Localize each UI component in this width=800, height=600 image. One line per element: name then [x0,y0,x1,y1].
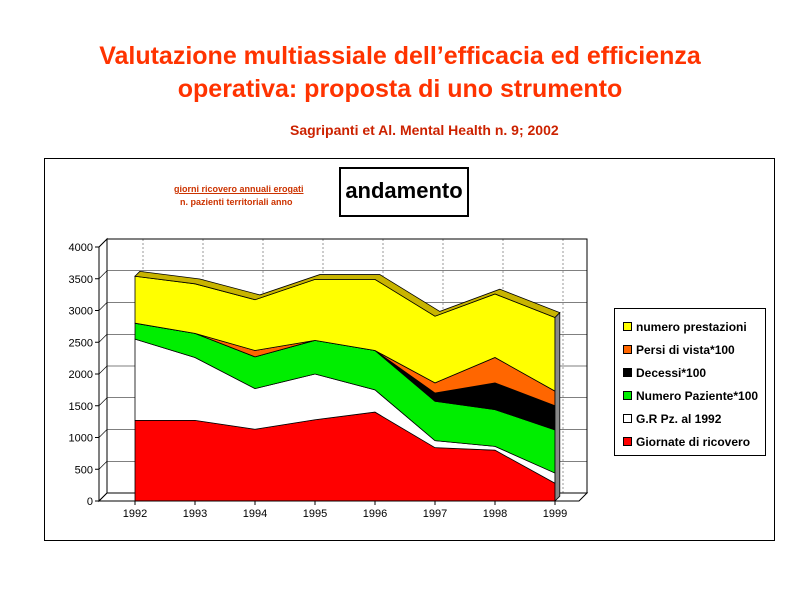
legend-swatch [623,345,632,354]
gridline-side [98,397,108,406]
gridline-side [98,238,108,248]
legend-swatch [623,414,632,423]
trend-badge: andamento [339,167,469,217]
legend-swatch [623,437,632,446]
gridline-side [98,461,108,470]
legend-label: Persi di vista*100 [636,342,735,357]
gridline-side [98,492,108,502]
legend-label: Giornate di ricovero [636,434,751,449]
legend-label: Numero Paziente*100 [636,388,759,403]
gridline-side [98,365,108,375]
y-tick-label: 2500 [69,337,93,349]
y-tick-label: 500 [75,464,93,476]
y-tick-label: 3500 [69,274,93,286]
legend-label: numero prestazioni [636,319,747,334]
legend-swatch [623,391,632,400]
y-tick-label: 1500 [69,401,93,413]
x-tick-label: 1996 [363,508,387,520]
x-tick-label: 1997 [423,508,447,520]
x-tick-label: 1992 [123,508,147,520]
gridline-side [98,429,108,438]
legend-item: Persi di vista*100 [623,338,765,361]
legend-label: G.R Pz. al 1992 [636,411,722,426]
legend-item: G.R Pz. al 1992 [623,407,765,430]
title-line-1: Valutazione multiassiale dell’efficacia … [99,42,701,70]
legend-item: numero prestazioni [623,315,765,338]
legend-item: Decessi*100 [623,361,765,384]
chart-note-2: n. pazienti territoriali anno [180,197,293,207]
legend-item: Numero Paziente*100 [623,384,765,407]
x-tick-label: 1995 [303,508,327,520]
title-line-2: operativa: proposta di uno strumento [177,75,623,103]
x-tick-label: 1998 [483,508,507,520]
gridline-side [98,270,108,279]
slide-title: Valutazione multiassiale dell’efficacia … [0,40,800,106]
gridline-side [98,302,108,311]
legend-item: Giornate di ricovero [623,430,765,453]
citation-subtitle: Sagripanti et Al. Mental Health n. 9; 20… [290,122,559,138]
x-tick-label: 1999 [543,508,567,520]
chart-legend: numero prestazioni Persi di vista*100 Dece… [614,308,766,456]
legend-swatch [623,322,632,331]
legend-label: Decessi*100 [636,365,707,380]
y-tick-label: 3000 [69,306,93,318]
y-tick-label: 1000 [69,433,93,445]
x-tick-label: 1993 [183,508,207,520]
y-tick-label: 2000 [69,369,93,381]
y-tick-label: 0 [87,496,93,508]
x-tick-label: 1994 [243,508,267,520]
series-right-face [554,311,561,502]
legend-swatch [623,368,632,377]
gridline-side [98,334,108,343]
y-tick-label: 4000 [69,242,93,254]
chart-note-1: giorni ricovero annuali erogati [174,184,304,194]
